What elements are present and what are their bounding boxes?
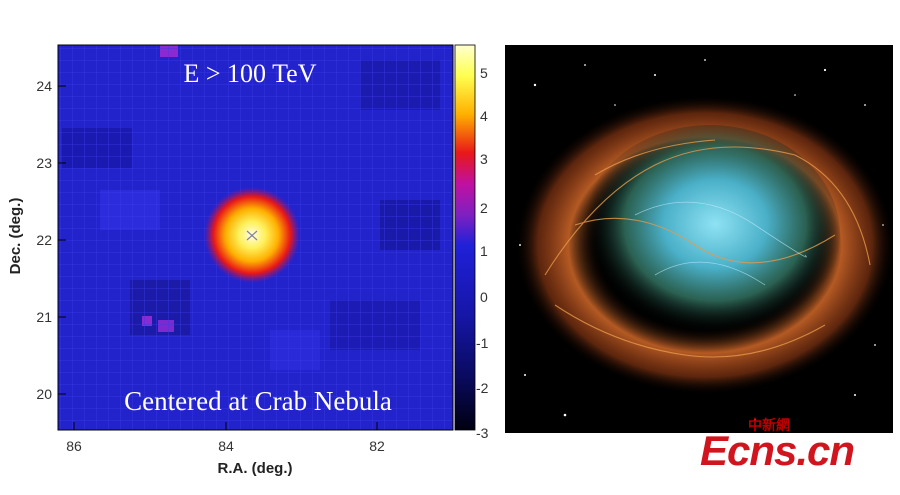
- colorbar-tick: 3: [480, 151, 488, 167]
- y-tick: 20: [36, 386, 52, 402]
- map-area: [57, 44, 454, 431]
- colorbar-tick: -3: [476, 425, 489, 441]
- y-axis-label: Dec. (deg.): [7, 198, 24, 275]
- x-axis-label: R.A. (deg.): [218, 460, 293, 477]
- colorbar-tick: 5: [480, 65, 488, 81]
- colorbar-tick: -2: [476, 380, 489, 396]
- x-tick: 84: [218, 438, 234, 454]
- x-axis: 86 84 82: [66, 422, 385, 454]
- x-tick: 86: [66, 438, 82, 454]
- significance-sky-map: E > 100 TeV Centered at Crab Nebula 24 2…: [7, 44, 489, 477]
- watermark-en-text: Ecns.cn: [700, 427, 855, 474]
- colorbar: 5 4 3 2 1 0 -1 -2 -3: [454, 44, 489, 441]
- watermark-cn-text: 中新網: [748, 418, 790, 434]
- colorbar-tick: 2: [480, 200, 488, 216]
- crab-nebula-photo: [505, 45, 893, 433]
- y-tick: 23: [36, 155, 52, 171]
- ecns-watermark: 中新網 Ecns.cn: [700, 415, 890, 475]
- y-tick: 22: [36, 232, 52, 248]
- colorbar-tick: 0: [480, 289, 488, 305]
- y-axis: 24 23 22 21 20: [36, 78, 66, 402]
- colorbar-tick: 1: [480, 243, 488, 259]
- y-tick: 21: [36, 309, 52, 325]
- y-tick: 24: [36, 78, 52, 94]
- x-tick: 82: [369, 438, 385, 454]
- stars: [519, 59, 884, 422]
- colorbar-tick: 4: [480, 108, 488, 124]
- crab-caption: Centered at Crab Nebula: [124, 386, 392, 416]
- nebula-core: [580, 125, 840, 345]
- colorbar-tick: -1: [476, 335, 489, 351]
- source-marker: [246, 230, 258, 241]
- energy-threshold-label: E > 100 TeV: [184, 59, 317, 88]
